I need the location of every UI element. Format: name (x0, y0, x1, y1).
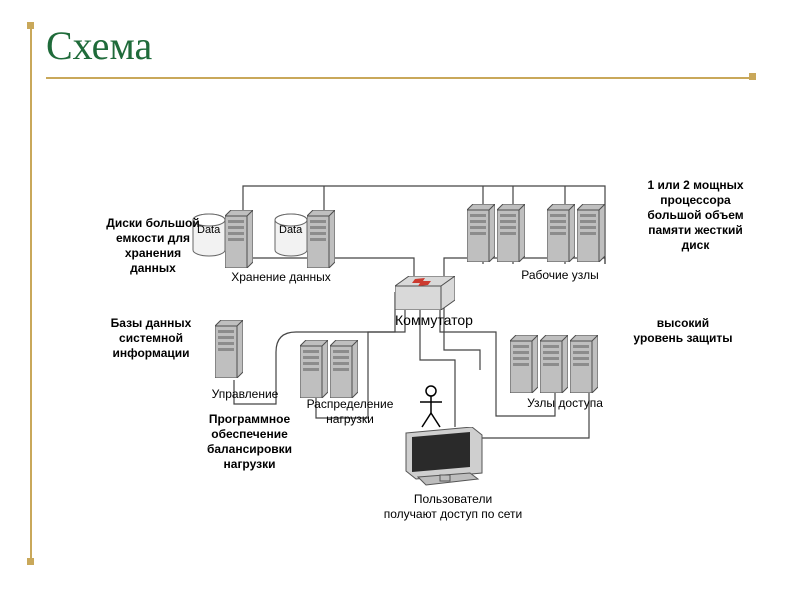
server-balance-0 (300, 340, 328, 398)
switch-label: Коммутатор (384, 312, 484, 330)
page-root: Схема Data DataХранение данных (0, 0, 800, 600)
server-worker-1 (497, 204, 525, 262)
server-access-0 (510, 335, 538, 393)
annotation-security: высокий уровень защиты (618, 316, 748, 346)
worker-label: Рабочие узлы (505, 268, 615, 283)
annotation-balance_sw: Программное обеспечение балансировки наг… (192, 412, 307, 472)
server-access-1 (540, 335, 568, 393)
server-mgmt-0 (215, 320, 243, 378)
server-storage-1 (307, 210, 335, 268)
user-monitor-icon (400, 427, 488, 496)
access-label: Узлы доступа (515, 396, 615, 411)
server-balance-1 (330, 340, 358, 398)
storage-label: Хранение данных (216, 270, 346, 285)
corner-square-tr (749, 73, 756, 80)
balance-label: Распределение нагрузки (290, 397, 410, 427)
server-worker-3 (577, 204, 605, 262)
user-label: Пользователи получают доступ по сети (358, 492, 548, 522)
annotation-cpu_mem: 1 или 2 мощных процессора большой объем … (628, 178, 763, 253)
mgmt-label: Управление (200, 387, 290, 402)
server-access-2 (570, 335, 598, 393)
annotation-disks_big: Диски большой емкости для хранения данны… (93, 216, 213, 276)
rule-left (30, 26, 32, 560)
corner-square-tl (27, 22, 34, 29)
server-worker-0 (467, 204, 495, 262)
corner-square-bl (27, 558, 34, 565)
annotation-sys_db: Базы данных системной информации (96, 316, 206, 361)
server-worker-2 (547, 204, 575, 262)
rule-top (46, 77, 755, 79)
network-switch (395, 276, 455, 315)
storage-disk-1 (274, 213, 308, 262)
storage-disk-1-label: Data (279, 224, 302, 236)
page-title: Схема (46, 22, 152, 69)
server-storage-0 (225, 210, 253, 268)
